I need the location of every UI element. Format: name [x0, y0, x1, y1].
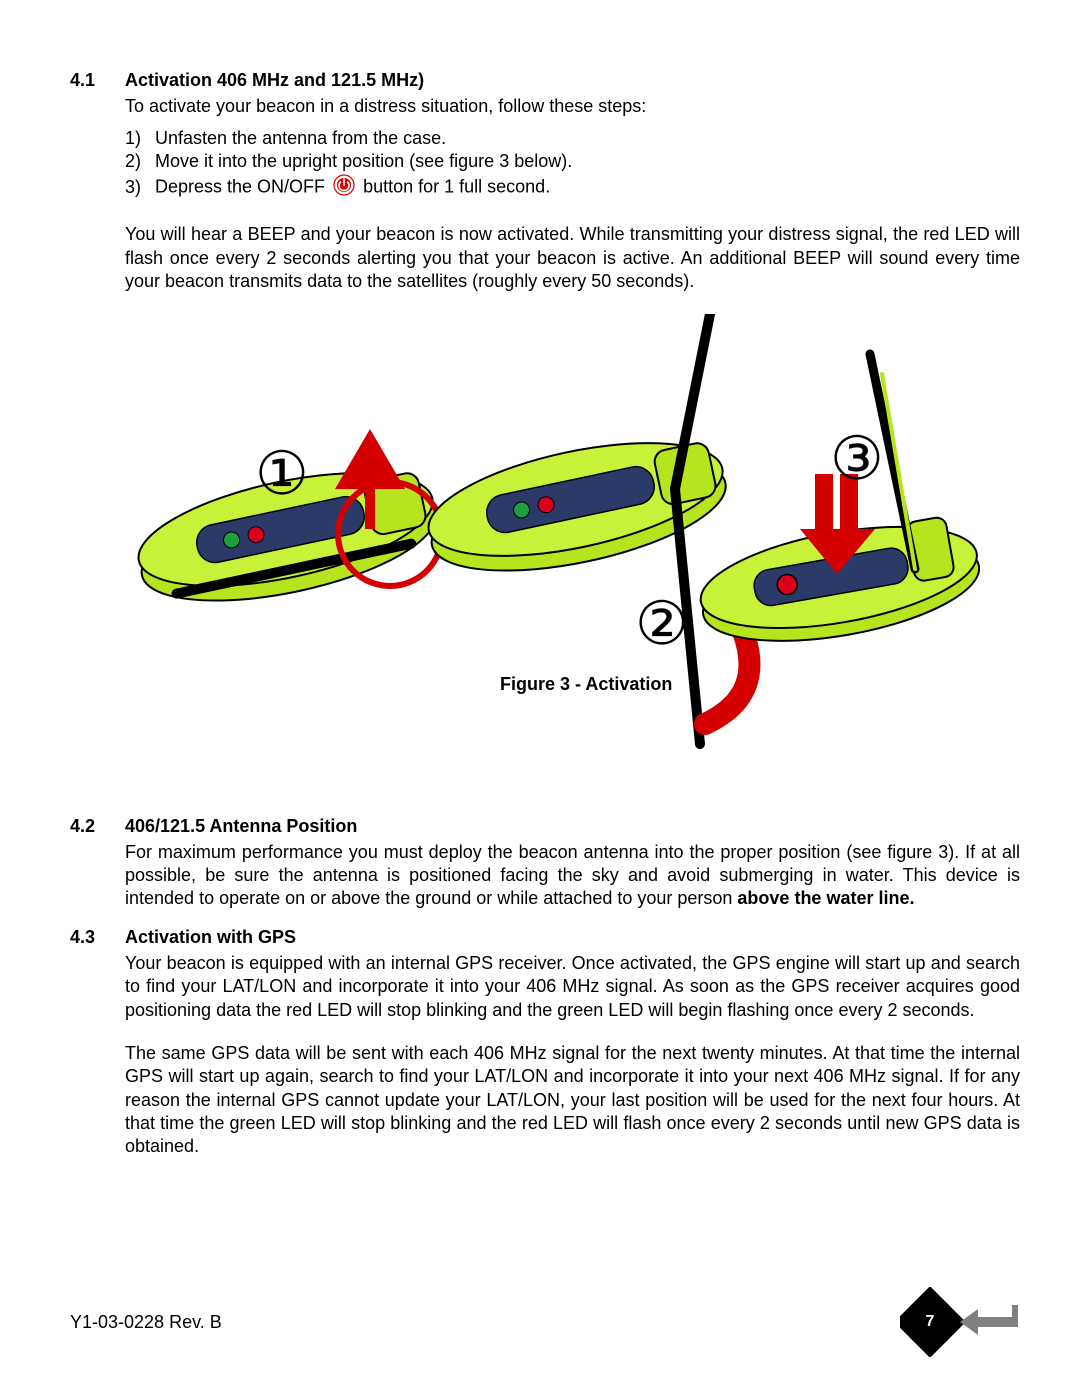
figure-caption: Figure 3 - Activation: [500, 674, 672, 695]
step-text-b: button for 1 full second.: [363, 177, 550, 197]
section-number: 4.1: [70, 70, 125, 91]
step-2: 2) Move it into the upright position (se…: [125, 151, 1020, 172]
section-title: 406/121.5 Antenna Position: [125, 816, 1020, 837]
manual-page: 4.1 Activation 406 MHz and 121.5 MHz) To…: [0, 0, 1080, 1397]
step-3: 3) Depress the ON/OFF button for 1 full …: [125, 174, 1020, 201]
step-number: 2): [125, 151, 155, 172]
step-number: 1): [125, 128, 155, 149]
step-text: Move it into the upright position (see f…: [155, 151, 572, 172]
page-number-badge: 7: [900, 1287, 1020, 1357]
section-4-1: 4.1 Activation 406 MHz and 121.5 MHz) To…: [70, 70, 1020, 294]
power-icon: [333, 174, 355, 201]
activation-illustration: [110, 314, 980, 764]
intro-text: To activate your beacon in a distress si…: [125, 95, 1020, 118]
section-body: Activation 406 MHz and 121.5 MHz) To act…: [125, 70, 1020, 294]
section-title: Activation with GPS: [125, 927, 1020, 948]
step-text: Unfasten the antenna from the case.: [155, 128, 446, 149]
section-4-2: 4.2 406/121.5 Antenna Position For maxim…: [70, 816, 1020, 911]
page-number-text: 7: [900, 1287, 960, 1357]
section-body: 406/121.5 Antenna Position For maximum p…: [125, 816, 1020, 911]
step-marker-3: ③: [830, 429, 884, 489]
para-bold: above the water line.: [737, 888, 914, 908]
section-number: 4.3: [70, 927, 125, 948]
paragraph: Your beacon is equipped with an internal…: [125, 952, 1020, 1022]
step-marker-2: ②: [635, 594, 689, 654]
revision-label: Y1-03-0228 Rev. B: [70, 1312, 222, 1333]
paragraph: For maximum performance you must deploy …: [125, 841, 1020, 911]
section-number: 4.2: [70, 816, 125, 837]
page-footer: Y1-03-0228 Rev. B 7: [70, 1287, 1020, 1357]
step-text-a: Depress the ON/OFF: [155, 177, 325, 197]
paragraph: You will hear a BEEP and your beacon is …: [125, 223, 1020, 293]
paragraph: The same GPS data will be sent with each…: [125, 1042, 1020, 1159]
section-4-3: 4.3 Activation with GPS Your beacon is e…: [70, 927, 1020, 1159]
section-title: Activation 406 MHz and 121.5 MHz): [125, 70, 1020, 91]
section-body: Activation with GPS Your beacon is equip…: [125, 927, 1020, 1159]
step-number: 3): [125, 177, 155, 198]
figure-3: ① ② ③ Figure 3 - Activation: [110, 314, 980, 764]
step-marker-1: ①: [255, 444, 309, 504]
activation-steps: 1) Unfasten the antenna from the case. 2…: [125, 128, 1020, 201]
step-1: 1) Unfasten the antenna from the case.: [125, 128, 1020, 149]
